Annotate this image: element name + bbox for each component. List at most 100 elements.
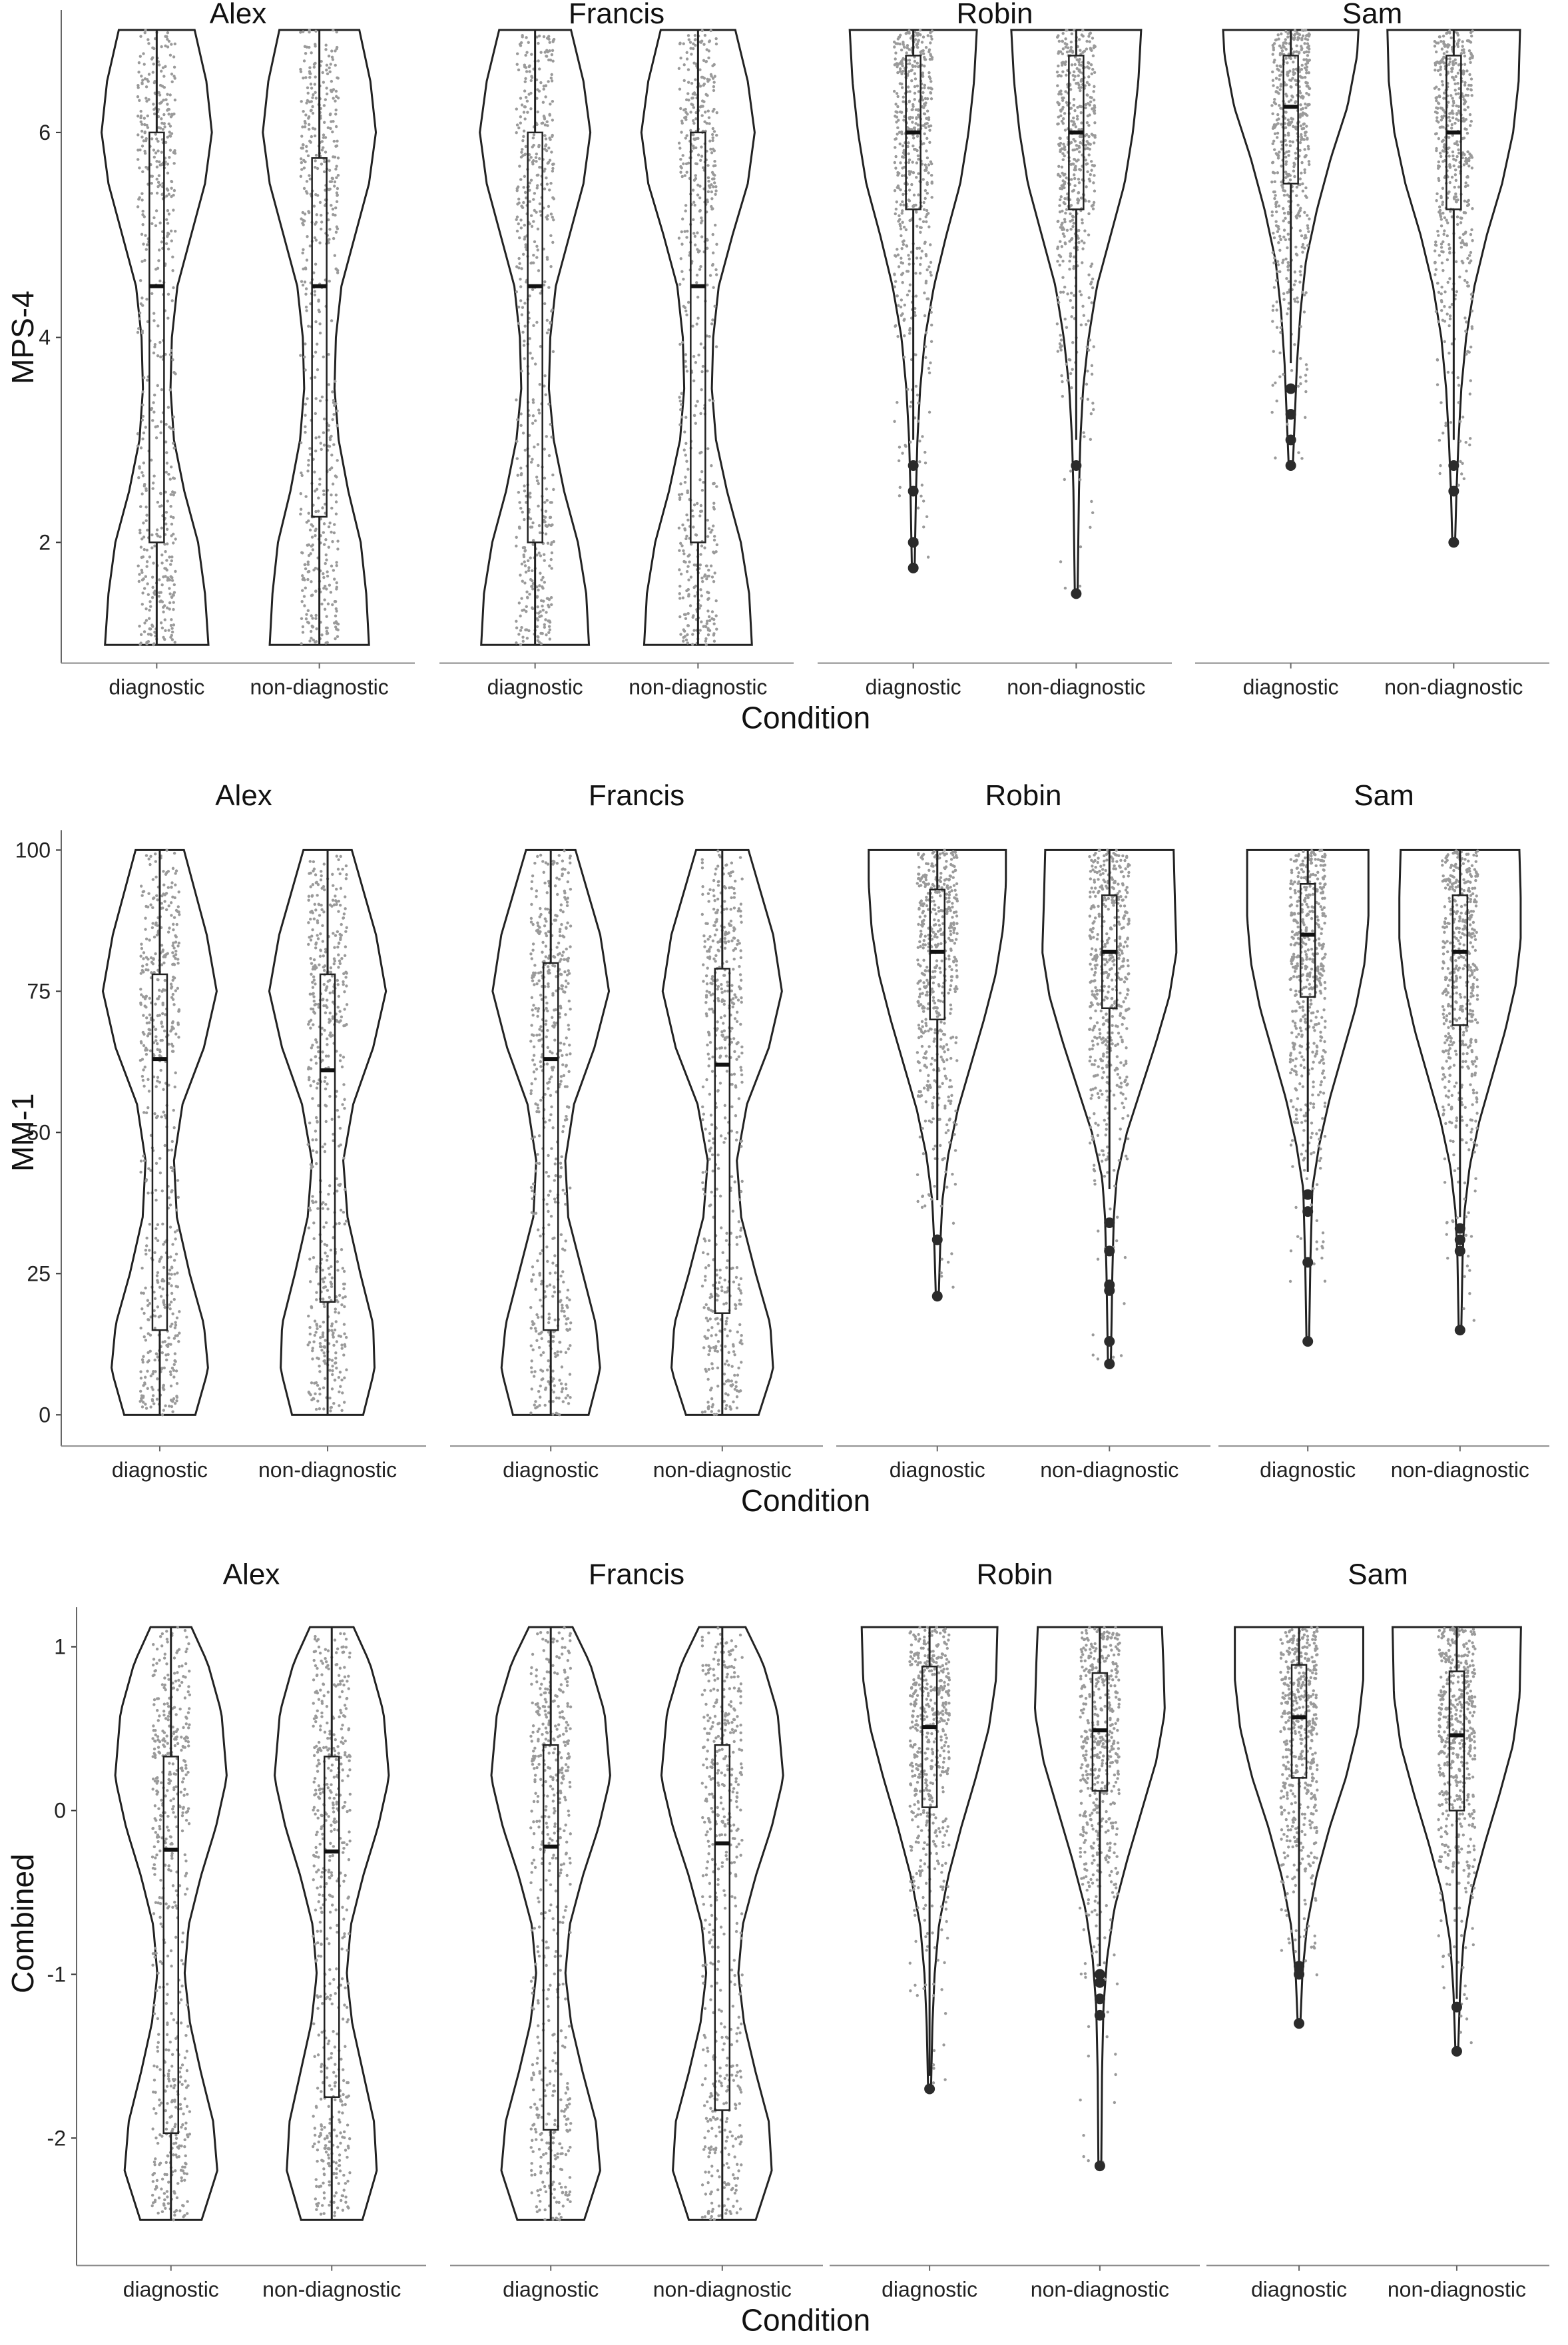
jitter-point (1072, 78, 1076, 81)
jitter-point (1273, 180, 1276, 184)
jitter-point (1302, 138, 1306, 141)
jitter-point (1305, 71, 1308, 75)
jitter-point (895, 92, 899, 95)
jitter-point (1074, 125, 1077, 129)
jitter-point (314, 75, 317, 79)
jitter-point (160, 1115, 163, 1119)
jitter-point (306, 99, 310, 103)
violin-outline (479, 29, 592, 646)
jitter-point (1300, 45, 1303, 48)
jitter-point (517, 236, 521, 240)
jitter-point (911, 121, 914, 124)
jitter-point (141, 403, 144, 407)
jitter-point (682, 629, 686, 633)
jitter-point (1449, 94, 1453, 97)
jitter-point (1454, 93, 1458, 96)
jitter-point (142, 630, 146, 633)
jitter-point (1434, 50, 1438, 54)
jitter-point (700, 576, 704, 579)
jitter-point (1064, 90, 1067, 93)
jitter-point (1093, 141, 1096, 145)
jitter-point (310, 535, 314, 539)
jitter-point (1467, 284, 1471, 288)
jitter-point (142, 1068, 145, 1072)
jitter-point (314, 533, 317, 537)
jitter-point (166, 222, 170, 225)
jitter-point (1448, 246, 1451, 250)
jitter-point (156, 1377, 159, 1381)
jitter-point (139, 1160, 143, 1163)
jitter-point (304, 425, 307, 428)
jitter-point (324, 48, 328, 51)
jitter-point (325, 63, 329, 67)
jitter-point (1469, 259, 1473, 262)
jitter-point (692, 614, 695, 617)
jitter-point (301, 283, 305, 287)
jitter-point (898, 486, 902, 490)
jitter-point (172, 1108, 175, 1112)
jitter-point (900, 72, 904, 76)
jitter-point (154, 1002, 157, 1006)
jitter-point (310, 100, 313, 103)
jitter-point (680, 230, 684, 234)
jitter-point (169, 1300, 173, 1304)
jitter-point (684, 617, 688, 621)
jitter-point (901, 280, 904, 284)
jitter-point (1061, 96, 1064, 100)
jitter-point (1292, 37, 1296, 41)
jitter-point (1463, 54, 1467, 58)
jitter-point (151, 922, 154, 925)
jitter-point (684, 162, 688, 166)
jitter-point (1280, 165, 1283, 168)
jitter-point (1302, 29, 1306, 32)
jitter-point (315, 342, 319, 346)
jitter-point (145, 963, 148, 966)
jitter-point (919, 51, 922, 54)
jitter-point (170, 299, 174, 302)
jitter-point (519, 155, 523, 159)
jitter-point (909, 440, 912, 444)
jitter-point (168, 587, 171, 590)
jitter-point (172, 1375, 176, 1379)
jitter-point (155, 191, 159, 195)
jitter-point (1093, 71, 1097, 75)
jitter-point (897, 219, 900, 223)
jitter-point (1441, 318, 1445, 322)
jitter-point (1272, 148, 1276, 151)
jitter-point (896, 65, 899, 69)
jitter-point (176, 944, 180, 948)
jitter-point (535, 479, 539, 483)
jitter-point (162, 1265, 166, 1269)
jitter-point (899, 305, 903, 309)
jitter-point (305, 149, 308, 153)
jitter-point (903, 303, 907, 307)
jitter-point (1298, 229, 1302, 232)
jitter-point (1278, 88, 1282, 91)
jitter-point (344, 864, 348, 868)
jitter-point (162, 75, 166, 78)
jitter-point (1440, 107, 1444, 111)
jitter-point (301, 210, 305, 214)
jitter-point (165, 559, 168, 562)
jitter-point (1057, 254, 1061, 257)
jitter-point (1286, 32, 1290, 35)
jitter-point (680, 340, 684, 344)
jitter-point (1459, 216, 1463, 220)
jitter-point (1434, 273, 1437, 276)
jitter-point (523, 63, 527, 67)
jitter-point (697, 353, 700, 357)
jitter-point (1458, 275, 1461, 278)
jitter-point (678, 496, 682, 500)
jitter-point (306, 397, 309, 400)
jitter-point (136, 133, 140, 137)
jitter-point (1065, 73, 1068, 77)
jitter-point (1280, 49, 1284, 53)
jitter-point (711, 77, 715, 80)
jitter-point (923, 450, 927, 454)
jitter-point (176, 1195, 180, 1199)
jitter-point (156, 1042, 159, 1046)
jitter-point (524, 628, 527, 631)
jitter-point (143, 621, 146, 625)
jitter-point (545, 55, 548, 58)
jitter-point (519, 285, 523, 288)
